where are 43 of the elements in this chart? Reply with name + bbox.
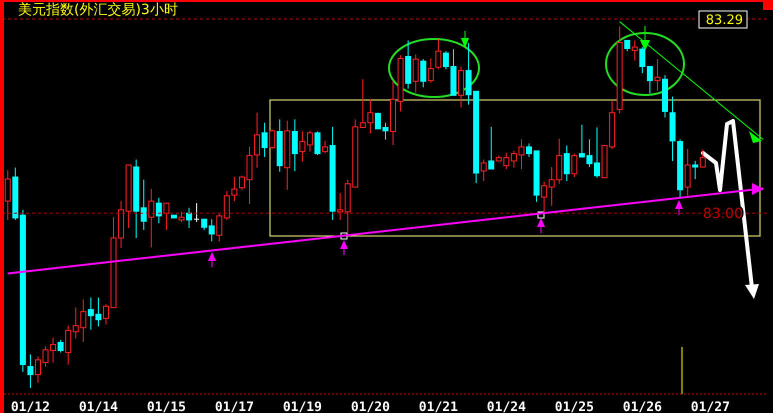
candlestick [428, 58, 434, 84]
chart-title: 美元指数(外汇交易)3小时 [18, 1, 178, 19]
candlestick [684, 148, 691, 196]
candlestick [262, 122, 268, 158]
candlestick [435, 38, 442, 70]
candlestick [4, 170, 11, 220]
candlestick [322, 140, 328, 154]
x-tick-label: 01/17 [214, 400, 254, 413]
candlestick [624, 40, 630, 52]
x-tick-label: 01/15 [146, 400, 186, 413]
candlestick [156, 197, 162, 224]
candlestick [163, 202, 170, 230]
candlestick [194, 202, 200, 222]
candlestick [27, 354, 34, 388]
x-tick-label: 01/21 [418, 400, 458, 413]
candlestick [420, 58, 426, 88]
candlestick [292, 118, 298, 172]
x-tick-label: 01/12 [10, 400, 50, 413]
candlestick [412, 54, 419, 94]
x-tick-label: 01/26 [622, 400, 662, 413]
candlestick [571, 153, 578, 178]
candlestick [488, 126, 494, 170]
candlestick [80, 299, 86, 342]
candlestick [186, 207, 192, 228]
candlestick [480, 159, 487, 182]
candlestick [700, 149, 706, 168]
x-tick-label: 01/27 [690, 400, 730, 413]
candlestick [692, 160, 698, 180]
candlestick [58, 339, 64, 353]
x-tick-label: 01/24 [486, 400, 526, 413]
candlestick [148, 188, 154, 248]
candlestick [231, 176, 238, 202]
candlestick [564, 145, 570, 182]
x-tick-label: 01/19 [282, 400, 322, 413]
candlestick [632, 40, 638, 62]
candlestick [654, 58, 660, 92]
x-tick-label: 01/14 [78, 400, 118, 413]
x-tick-label: 01/25 [554, 400, 594, 413]
candlestick [314, 131, 320, 156]
x-tick-label: 01/20 [350, 400, 390, 413]
y-tick-label: 83.29 [706, 13, 743, 28]
candlestick [178, 211, 185, 222]
candlestick [269, 128, 276, 150]
